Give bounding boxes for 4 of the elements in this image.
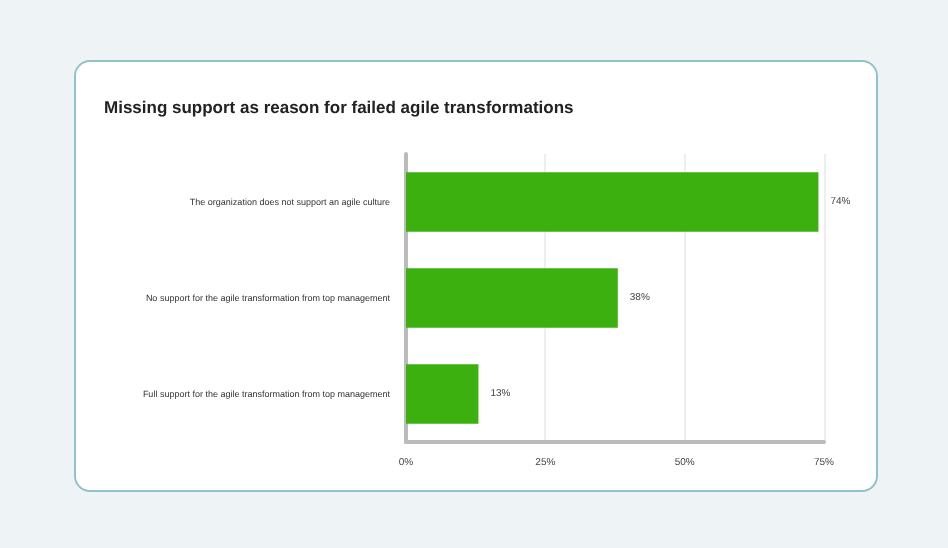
bar bbox=[406, 172, 819, 232]
chart-title: Missing support as reason for failed agile transformations bbox=[104, 97, 575, 117]
bar bbox=[406, 364, 479, 424]
bar bbox=[406, 268, 618, 328]
